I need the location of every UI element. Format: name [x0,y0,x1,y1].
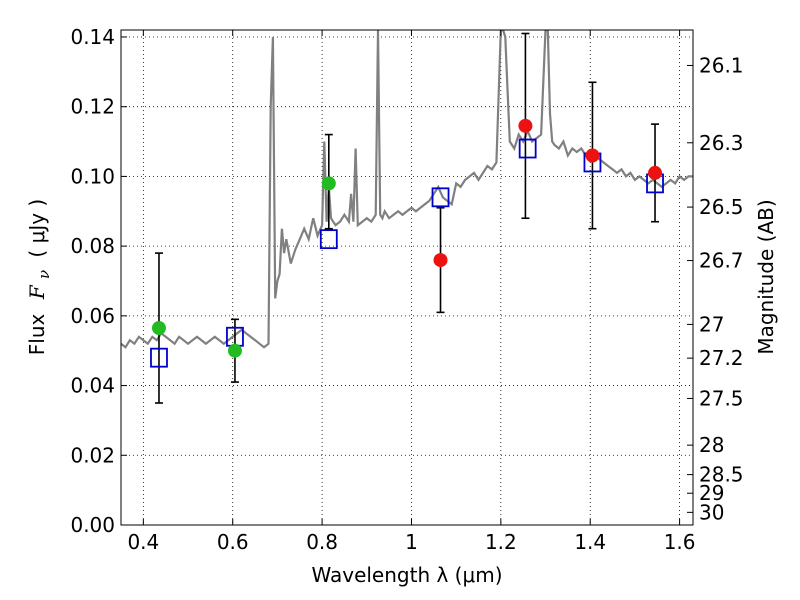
grid-lines [121,30,693,526]
x-tick-label: 0.8 [306,530,338,554]
green-point [227,343,242,358]
y-tick-label: 0.10 [70,164,115,188]
x-tick-label: 1.4 [574,530,606,554]
y2-tick-label: 26.1 [699,53,744,77]
y-tick-label: 0.12 [70,95,115,119]
green-point [151,321,166,336]
green-point [321,176,336,191]
y2-tick-label: 27 [699,312,724,336]
x-tick-label: 1 [405,530,418,554]
model-square [431,187,450,208]
y2-tick-label: 28.5 [699,463,744,487]
y-tick-label: 0.04 [70,374,115,398]
y2-tick-label: 26.5 [699,195,744,219]
y-tick-label: 0.06 [70,304,115,328]
x-tick-label: 0.4 [127,530,159,554]
y-axis-label-unit: ( μJy ) [25,199,49,258]
red-point [648,165,663,180]
spectrum-line [121,30,693,349]
y2-tick-label: 28 [699,433,724,457]
model-square [518,138,537,159]
y2-tick-label: 27.5 [699,386,744,410]
y-axis-label: Flux F ν ( μJy ) [25,199,54,355]
y2-axis-label: Magnitude (AB) [754,199,778,354]
y2-tick-label: 26.7 [699,249,744,273]
y2-tick-label: 29 [699,481,724,505]
y-tick-label: 0.08 [70,234,115,258]
red-point [585,148,600,163]
y-tick-label: 0.00 [70,513,115,537]
y-axis-label-symbol: F [25,284,49,300]
x-tick-label: 1.2 [485,530,517,554]
data-marks [150,32,664,404]
plot-frame [120,29,694,526]
y-axis-label-prefix: Flux [25,313,49,355]
y2-tick-label: 27.2 [699,346,744,370]
x-tick-label: 0.6 [217,530,249,554]
red-point [518,118,533,133]
y-axis-label-subscript: ν [35,270,53,279]
model-square [150,347,168,368]
red-point [433,253,448,268]
y2-tick-label: 26.3 [699,131,744,155]
plot-area [121,30,693,349]
y-tick-label: 0.02 [70,443,115,467]
x-axis-label: Wavelength λ (μm) [311,563,502,587]
y-tick-label: 0.14 [70,25,115,49]
model-square [319,229,338,250]
axis-ticks: 0.4 0.6 0.8 1 1.2 1.4 1.6 0.00 0.02 0.04 0.06 0.08 0… [70,25,743,554]
x-tick-label: 1.6 [664,530,696,554]
y2-tick-label: 30 [699,500,724,524]
